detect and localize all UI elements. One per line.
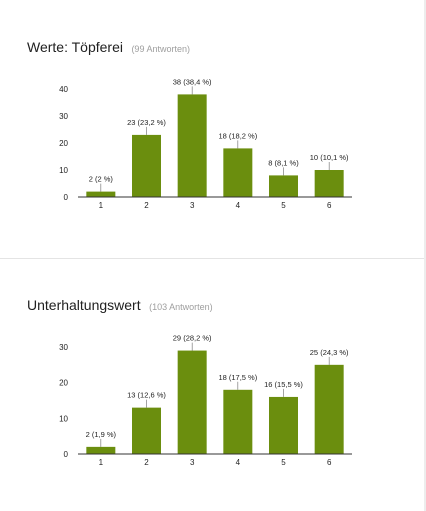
bar: [177, 94, 207, 197]
bar: [132, 134, 161, 197]
bar: [177, 350, 207, 454]
x-tick-label: 4: [236, 201, 241, 210]
bar-chart-toepferei: 0 10 20 30 40 2 (2 %) 1 23 (23,2 %) 2 38 (38,4 %)…: [59, 77, 352, 210]
data-label: 8 (8,1 %): [268, 158, 299, 167]
data-label: 29 (28,2 %): [173, 334, 212, 343]
bar: [314, 364, 344, 454]
question-heading: Unterhaltungswert (103 Antworten): [27, 297, 213, 315]
question-heading: Werte: Töpferei (99 Antworten): [27, 39, 190, 57]
x-tick-label: 4: [236, 458, 241, 467]
y-tick-label: 0: [64, 193, 69, 202]
y-tick-label: 40: [59, 85, 68, 94]
y-tick-label: 30: [59, 112, 68, 121]
window-edge: [424, 0, 426, 511]
bar: [132, 407, 161, 454]
bar: [269, 396, 298, 454]
question-card-unterhaltungswert: Unterhaltungswert (103 Antworten) 0 10 20 3…: [0, 259, 424, 511]
y-tick-label: 0: [64, 450, 69, 459]
data-label: 23 (23,2 %): [127, 118, 166, 127]
x-tick-label: 2: [144, 458, 149, 467]
y-tick-label: 10: [59, 414, 68, 423]
y-tick-label: 20: [59, 379, 68, 388]
x-tick-label: 6: [327, 201, 332, 210]
x-tick-label: 3: [190, 201, 195, 210]
x-tick-label: 1: [99, 201, 104, 210]
x-tick-label: 3: [190, 458, 195, 467]
bar: [314, 170, 344, 197]
question-title: Unterhaltungswert: [27, 297, 141, 313]
x-tick-label: 5: [281, 458, 286, 467]
bar: [86, 446, 116, 454]
question-card-toepferei: Werte: Töpferei (99 Antworten) 0 10 20 30 40…: [27, 39, 352, 210]
data-label: 2 (1,9 %): [86, 430, 117, 439]
y-tick-label: 10: [59, 166, 68, 175]
data-label: 10 (10,1 %): [310, 153, 349, 162]
data-label: 38 (38,4 %): [173, 77, 212, 86]
bar-chart-unterhaltungswert: 0 10 20 30 2 (1,9 %) 1 13 (12,6 %) 2 29 (28,2 %)…: [59, 334, 352, 467]
data-label: 16 (15,5 %): [264, 380, 303, 389]
bar: [269, 175, 298, 197]
section-divider: [0, 258, 424, 259]
x-tick-label: 2: [144, 201, 149, 210]
bar: [86, 191, 116, 197]
data-label: 25 (24,3 %): [310, 348, 349, 357]
bar: [223, 148, 253, 197]
bar: [223, 389, 253, 454]
x-tick-label: 6: [327, 458, 332, 467]
y-tick-label: 30: [59, 343, 68, 352]
y-tick-label: 20: [59, 139, 68, 148]
question-title: Werte: Töpferei: [27, 39, 123, 55]
x-tick-label: 5: [281, 201, 286, 210]
data-label: 2 (2 %): [89, 175, 114, 184]
x-tick-label: 1: [99, 458, 104, 467]
response-count: (103 Antworten): [149, 302, 213, 312]
data-label: 13 (12,6 %): [127, 391, 166, 400]
data-label: 18 (18,2 %): [218, 131, 257, 140]
response-count: (99 Antworten): [131, 44, 190, 54]
data-label: 18 (17,5 %): [218, 373, 257, 382]
